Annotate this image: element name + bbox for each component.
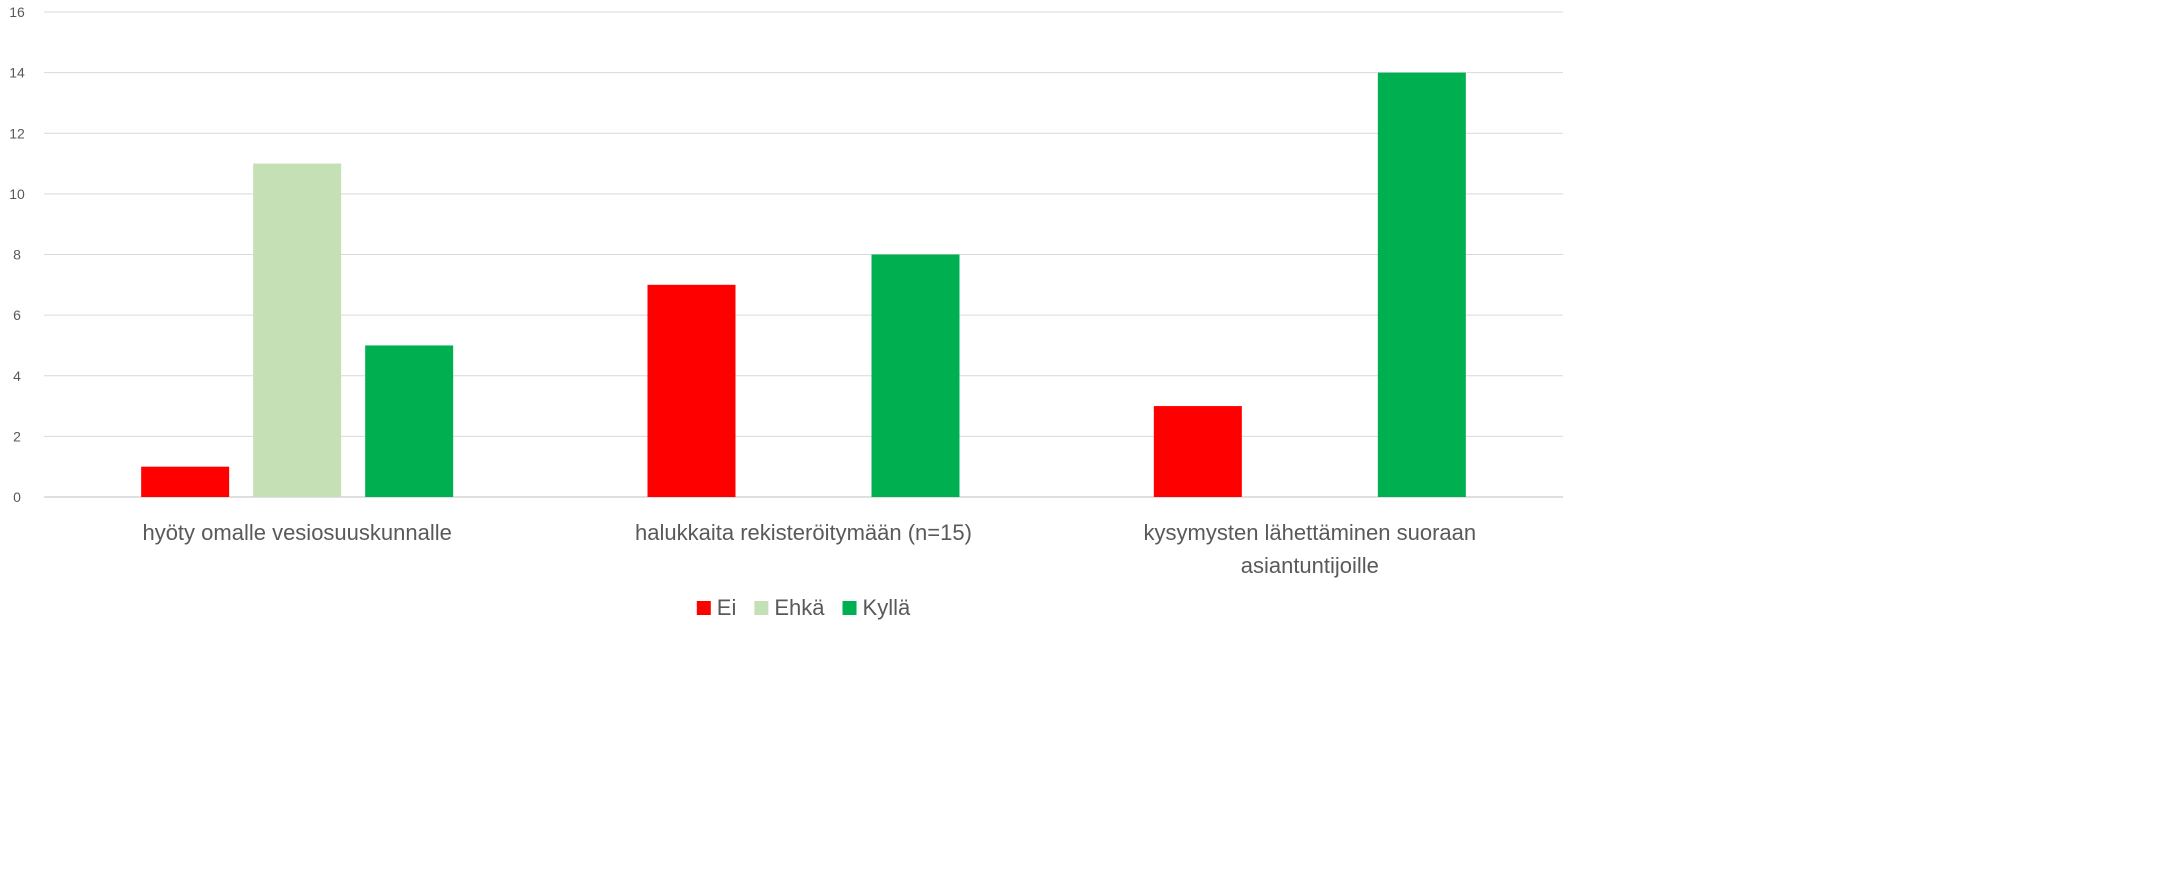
y-tick-label: 6 <box>13 307 21 323</box>
bar-ehk- <box>253 163 342 497</box>
bars <box>141 72 1466 497</box>
y-tick-label: 12 <box>9 125 25 141</box>
legend-item-ei: Ei <box>696 595 737 620</box>
legend-label: Ehkä <box>774 595 825 620</box>
bar-kyll- <box>871 254 960 497</box>
y-tick-label: 4 <box>13 368 21 384</box>
bar-ei <box>1153 406 1242 497</box>
legend-label: Kyllä <box>863 595 911 620</box>
legend: Ei Ehkä Kyllä <box>696 595 911 620</box>
y-tick-label: 0 <box>13 489 21 505</box>
x-tick-label: hyöty omalle vesiosuuskunnalle <box>142 520 451 545</box>
legend-item-ehk-: Ehkä <box>754 595 825 620</box>
x-axis: hyöty omalle vesiosuuskunnalle halukkaita… <box>142 520 1476 578</box>
bar-kyll- <box>365 345 454 497</box>
chart-container: 0 2 4 6 8 10 12 14 16 hyöty omalle vesiosuuskunn… <box>9 4 1563 620</box>
x-tick-label: kysymysten lähettäminen suoraan asiantunt… <box>1144 520 1477 578</box>
bar-chart: 0 2 4 6 8 10 12 14 16 hyöty omalle vesiosuuskunn… <box>9 4 1563 620</box>
bar-ei <box>141 466 230 497</box>
y-tick-label: 16 <box>9 4 25 20</box>
legend-item-kyll-: Kyllä <box>842 595 911 620</box>
legend-label: Ei <box>717 595 737 620</box>
legend-swatch <box>842 601 857 615</box>
y-tick-label: 10 <box>9 186 25 202</box>
x-tick-label: halukkaita rekisteröitymään (n=15) <box>635 520 972 545</box>
legend-swatch <box>754 601 769 615</box>
bar-ei <box>647 284 736 497</box>
bar-kyll- <box>1377 72 1466 497</box>
y-axis: 0 2 4 6 8 10 12 14 16 <box>9 4 25 505</box>
legend-swatch <box>696 601 711 615</box>
y-tick-label: 14 <box>9 65 25 81</box>
y-tick-label: 8 <box>13 247 21 263</box>
y-tick-label: 2 <box>13 428 21 444</box>
